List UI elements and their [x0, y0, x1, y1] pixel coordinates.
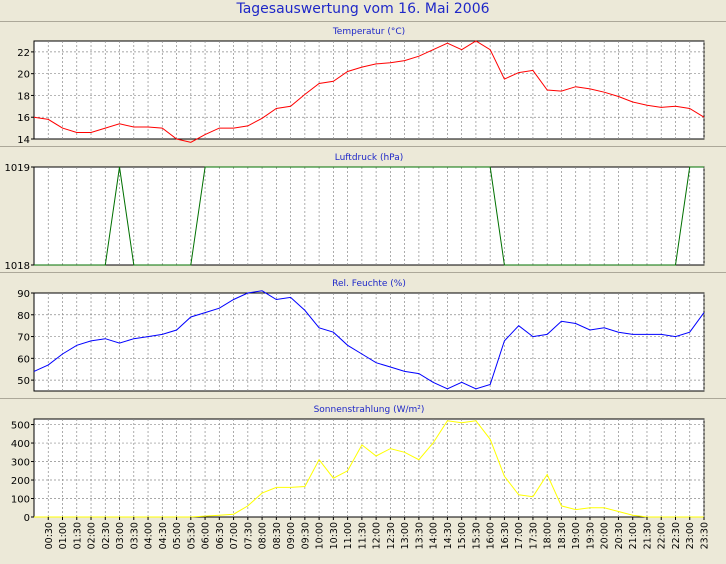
- page-title: Tagesauswertung vom 16. Mai 2006: [236, 1, 490, 17]
- x-tick-label: 10:00: [315, 522, 326, 549]
- y-tick-label: 70: [17, 333, 30, 344]
- x-tick-label: 08:00: [258, 522, 269, 549]
- x-tick-label: 15:00: [457, 522, 468, 549]
- x-tick-label: 05:30: [186, 522, 197, 549]
- series-line: [33, 290, 705, 390]
- series-line: [34, 420, 704, 518]
- series-line: [33, 40, 705, 143]
- x-tick-label: 09:30: [300, 522, 311, 549]
- panel-title: Rel. Feuchte (%): [332, 279, 406, 289]
- y-tick-label: 50: [17, 376, 30, 387]
- y-tick-label: 500: [11, 421, 30, 432]
- series-line: [34, 166, 704, 266]
- chart-panel-4: Sonnenstrahlung (W/m²) 0 100 200 300 400 500: [11, 405, 705, 524]
- x-tick-label: 21:00: [628, 522, 639, 549]
- x-tick-label: 16:00: [486, 522, 497, 549]
- panel-separator: [0, 21, 726, 22]
- x-tick-label: 22:00: [657, 522, 668, 549]
- x-tick-label: 14:30: [443, 522, 454, 549]
- x-tick-label: 01:30: [72, 522, 83, 549]
- x-tick-label: 06:00: [201, 522, 212, 549]
- y-tick-label: 400: [11, 439, 30, 450]
- x-tick-label: 04:30: [158, 522, 169, 549]
- y-tick-label: 60: [17, 354, 30, 365]
- y-tick-label: 300: [11, 458, 30, 469]
- x-tick-label: 23:00: [685, 522, 696, 549]
- x-tick-label: 17:00: [514, 522, 525, 549]
- x-tick-label: 21:30: [642, 522, 653, 549]
- chart-panel-3: Rel. Feuchte (%) 50 60 70 80 90: [17, 279, 705, 392]
- x-axis: 00:30 01:00 01:30 02:00 02:30 03:00 03:30 04:00…: [44, 517, 711, 549]
- y-tick-label: 14: [17, 135, 30, 146]
- panel-title: Luftdruck (hPa): [335, 153, 404, 163]
- x-tick-label: 05:00: [172, 522, 183, 549]
- x-tick-label: 10:30: [329, 522, 340, 549]
- x-tick-label: 15:30: [471, 522, 482, 549]
- y-tick-label: 18: [17, 91, 30, 102]
- panel-separator: [0, 272, 726, 273]
- chart-panel-2: Luftdruck (hPa) 1018 1019: [5, 153, 705, 272]
- panel-separator: [0, 146, 726, 147]
- x-tick-label: 07:00: [229, 522, 240, 549]
- x-tick-label: 12:00: [372, 522, 383, 549]
- x-tick-label: 20:30: [614, 522, 625, 549]
- plot-area: [33, 40, 705, 140]
- x-tick-label: 14:00: [429, 522, 440, 549]
- x-tick-label: 08:30: [272, 522, 283, 549]
- x-tick-label: 19:30: [585, 522, 596, 549]
- y-tick-label: 16: [17, 113, 30, 124]
- y-tick-label: 1018: [5, 261, 30, 272]
- y-tick-label: 1019: [5, 163, 30, 174]
- x-tick-label: 07:30: [243, 522, 254, 549]
- x-tick-label: 12:30: [386, 522, 397, 549]
- plot-area: [33, 418, 705, 518]
- x-tick-label: 23:30: [700, 522, 711, 549]
- x-tick-label: 18:30: [557, 522, 568, 549]
- x-tick-label: 17:30: [528, 522, 539, 549]
- x-tick-label: 09:00: [286, 522, 297, 549]
- y-tick-label: 200: [11, 476, 30, 487]
- x-tick-label: 06:30: [215, 522, 226, 549]
- chart-panel-1: Temperatur (°C) 14 16 18 20 22: [17, 27, 705, 146]
- x-tick-label: 03:30: [129, 522, 140, 549]
- x-tick-label: 04:00: [144, 522, 155, 549]
- y-tick-label: 22: [17, 48, 30, 59]
- panel-title: Sonnenstrahlung (W/m²): [314, 405, 425, 415]
- y-tick-label: 80: [17, 311, 30, 322]
- x-tick-label: 02:00: [87, 522, 98, 549]
- y-tick-label: 100: [11, 495, 30, 506]
- y-tick-label: 90: [17, 289, 30, 300]
- x-tick-label: 11:00: [343, 522, 354, 549]
- y-tick-label: 0: [24, 513, 30, 524]
- x-tick-label: 20:00: [600, 522, 611, 549]
- x-tick-label: 22:30: [671, 522, 682, 549]
- plot-area: [33, 166, 705, 266]
- x-tick-label: 16:30: [500, 522, 511, 549]
- plot-area: [33, 292, 705, 392]
- panel-separator: [0, 398, 726, 399]
- x-tick-label: 19:00: [571, 522, 582, 549]
- panel-title: Temperatur (°C): [332, 27, 405, 37]
- x-tick-label: 13:00: [400, 522, 411, 549]
- x-tick-label: 01:00: [58, 522, 69, 549]
- x-tick-label: 13:30: [414, 522, 425, 549]
- x-tick-label: 18:00: [543, 522, 554, 549]
- x-tick-label: 02:30: [101, 522, 112, 549]
- x-tick-label: 00:30: [44, 522, 55, 549]
- x-tick-label: 11:30: [357, 522, 368, 549]
- y-tick-label: 20: [17, 70, 30, 81]
- x-tick-label: 03:00: [115, 522, 126, 549]
